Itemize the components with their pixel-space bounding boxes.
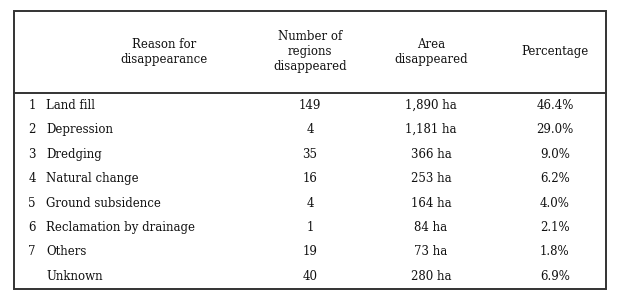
Text: Area
disappeared: Area disappeared bbox=[394, 38, 467, 66]
Text: 46.4%: 46.4% bbox=[536, 99, 574, 112]
Text: Ground subsidence: Ground subsidence bbox=[46, 196, 161, 209]
Text: 4: 4 bbox=[29, 172, 36, 185]
Text: 164 ha: 164 ha bbox=[410, 196, 451, 209]
Text: Reclamation by drainage: Reclamation by drainage bbox=[46, 221, 195, 234]
Text: 1.8%: 1.8% bbox=[540, 245, 570, 258]
Text: 6.2%: 6.2% bbox=[540, 172, 570, 185]
Text: 16: 16 bbox=[303, 172, 317, 185]
Text: 7: 7 bbox=[29, 245, 36, 258]
Text: 40: 40 bbox=[303, 270, 317, 283]
Text: 5: 5 bbox=[29, 196, 36, 209]
Text: 1: 1 bbox=[29, 99, 36, 112]
Text: Others: Others bbox=[46, 245, 87, 258]
Text: 2.1%: 2.1% bbox=[540, 221, 570, 234]
Text: 6: 6 bbox=[29, 221, 36, 234]
Text: 4: 4 bbox=[306, 196, 314, 209]
Text: 9.0%: 9.0% bbox=[540, 148, 570, 160]
Text: Reason for
disappearance: Reason for disappearance bbox=[121, 38, 208, 66]
Text: Number of
regions
disappeared: Number of regions disappeared bbox=[273, 30, 347, 73]
Text: 2: 2 bbox=[29, 123, 36, 136]
Text: Unknown: Unknown bbox=[46, 270, 103, 283]
Text: 1,890 ha: 1,890 ha bbox=[405, 99, 457, 112]
Text: Dredging: Dredging bbox=[46, 148, 102, 160]
Text: 1: 1 bbox=[306, 221, 314, 234]
Text: 253 ha: 253 ha bbox=[410, 172, 451, 185]
Text: 73 ha: 73 ha bbox=[414, 245, 448, 258]
Text: 84 ha: 84 ha bbox=[414, 221, 448, 234]
Text: 35: 35 bbox=[303, 148, 317, 160]
Text: 4.0%: 4.0% bbox=[540, 196, 570, 209]
Text: 1,181 ha: 1,181 ha bbox=[405, 123, 457, 136]
Text: Land fill: Land fill bbox=[46, 99, 95, 112]
Text: 4: 4 bbox=[306, 123, 314, 136]
Text: 366 ha: 366 ha bbox=[410, 148, 451, 160]
Text: 19: 19 bbox=[303, 245, 317, 258]
Text: 149: 149 bbox=[299, 99, 321, 112]
Text: 6.9%: 6.9% bbox=[540, 270, 570, 283]
Text: 280 ha: 280 ha bbox=[410, 270, 451, 283]
Text: Natural change: Natural change bbox=[46, 172, 139, 185]
Text: Depression: Depression bbox=[46, 123, 113, 136]
Text: 3: 3 bbox=[29, 148, 36, 160]
Text: Percentage: Percentage bbox=[521, 45, 588, 58]
Text: 29.0%: 29.0% bbox=[536, 123, 574, 136]
